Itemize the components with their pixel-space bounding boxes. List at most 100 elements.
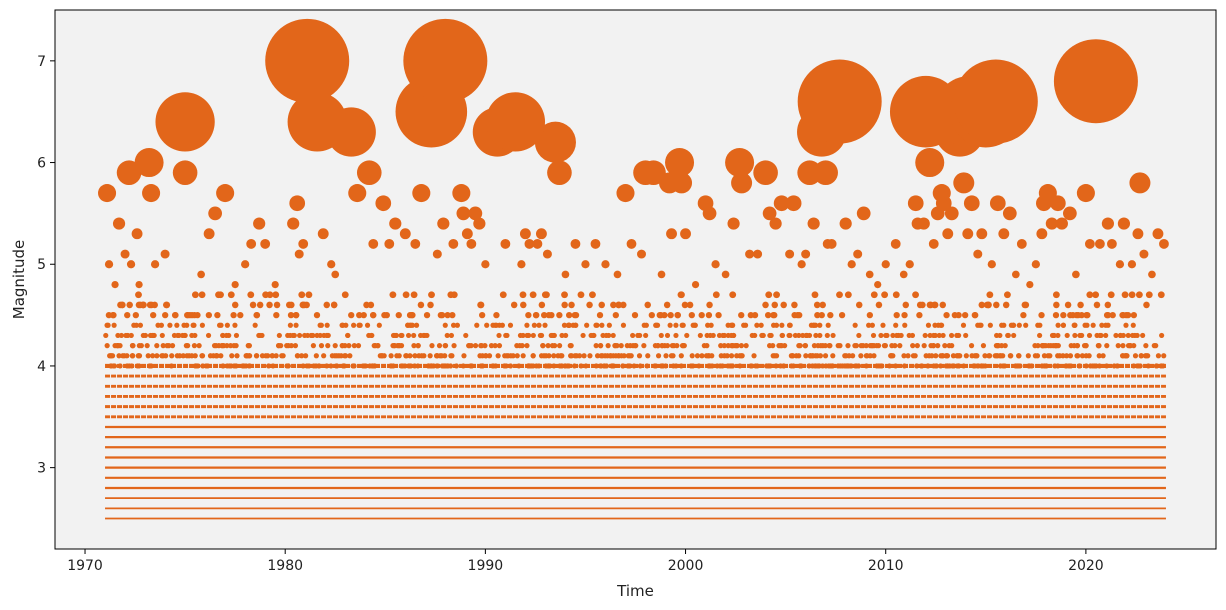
data-point (1086, 332, 1093, 339)
data-point (180, 353, 186, 359)
data-point (929, 353, 935, 359)
data-point (331, 270, 340, 279)
data-point (863, 363, 870, 369)
data-point (657, 270, 666, 279)
data-point (1129, 332, 1136, 339)
data-point (963, 332, 969, 339)
data-point (477, 353, 483, 359)
data-point (183, 343, 189, 349)
data-point (931, 363, 937, 369)
data-point (145, 353, 151, 359)
data-point (408, 363, 414, 369)
data-point (288, 301, 295, 309)
data-point (423, 311, 431, 319)
data-point (587, 353, 593, 359)
data-point (807, 217, 820, 230)
data-point (341, 363, 347, 369)
data-point (712, 291, 720, 299)
data-point (303, 301, 310, 309)
data-point (1043, 363, 1049, 369)
data-point (520, 353, 526, 359)
data-point (727, 217, 740, 230)
data-point (978, 301, 986, 309)
data-point (769, 217, 782, 230)
data-point (304, 363, 310, 369)
data-point (150, 353, 156, 359)
data-point (679, 322, 685, 328)
data-point (1115, 343, 1121, 349)
data-point (853, 249, 863, 259)
data-point (791, 301, 798, 309)
data-point (811, 291, 819, 299)
data-point (583, 363, 589, 369)
data-point (641, 343, 647, 349)
data-point (542, 291, 550, 299)
data-point (625, 353, 631, 359)
data-point (1012, 363, 1019, 369)
data-point (637, 249, 646, 259)
y-tick-label: 4 (37, 359, 46, 375)
data-point (199, 322, 205, 328)
data-point (801, 249, 811, 259)
data-point (881, 291, 889, 299)
data-point (1139, 249, 1149, 259)
data-point (117, 343, 123, 349)
data-point (850, 353, 856, 359)
data-point (1001, 322, 1007, 328)
data-point (1081, 343, 1088, 349)
data-point (822, 343, 828, 349)
data-point (278, 343, 284, 349)
data-point (313, 353, 319, 359)
data-point (1134, 332, 1140, 339)
data-point (276, 332, 282, 339)
data-point (909, 332, 916, 339)
data-point (1155, 353, 1162, 359)
data-point (233, 332, 240, 339)
data-point (287, 92, 347, 152)
data-point (894, 332, 900, 339)
data-point (558, 353, 564, 359)
data-point (252, 322, 258, 328)
data-point (943, 311, 950, 319)
data-point (893, 363, 899, 369)
data-point (300, 363, 306, 369)
data-point (987, 322, 993, 328)
data-point (956, 363, 962, 369)
data-point (811, 322, 817, 328)
data-point (1077, 301, 1084, 309)
data-point (525, 311, 532, 319)
data-point (971, 311, 978, 319)
data-point (192, 363, 198, 369)
data-point (444, 332, 450, 339)
data-point (921, 343, 927, 349)
data-point (454, 322, 460, 328)
data-point (197, 270, 205, 279)
data-point (189, 332, 195, 339)
data-point (753, 249, 763, 259)
data-point (692, 322, 698, 328)
data-point (389, 217, 402, 230)
data-point (1104, 363, 1110, 369)
data-point (450, 291, 458, 299)
data-point (1119, 311, 1126, 319)
data-point (533, 363, 540, 369)
data-point (556, 311, 563, 319)
data-point (721, 343, 727, 349)
data-point (654, 322, 661, 328)
data-point (375, 195, 392, 212)
data-point (334, 363, 340, 369)
dense-band-layer (103, 291, 1167, 520)
data-point (852, 322, 858, 328)
data-point (1064, 332, 1070, 339)
data-point (155, 322, 161, 328)
data-point (932, 322, 938, 328)
data-point (663, 301, 671, 309)
data-point (922, 332, 928, 339)
data-point (231, 280, 239, 289)
data-point (912, 291, 919, 299)
data-point (987, 353, 993, 359)
data-point (205, 332, 212, 339)
data-point (566, 322, 572, 328)
data-point (566, 311, 573, 319)
data-point (773, 353, 780, 359)
